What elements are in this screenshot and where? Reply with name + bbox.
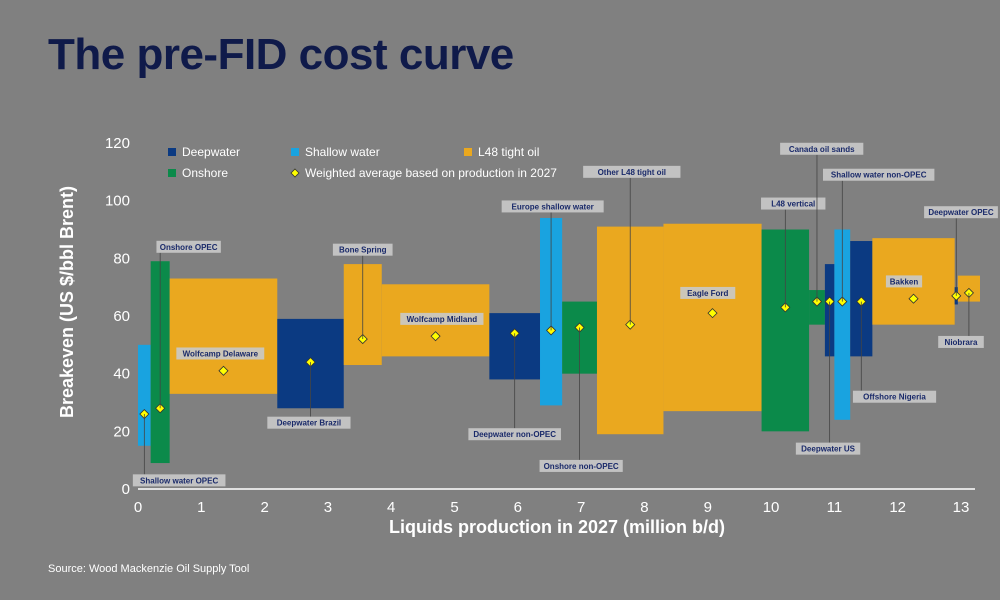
label-bg-deepwater-us (795, 442, 861, 455)
avg-marker-wolfcamp-midland (430, 331, 441, 342)
x-tick-label: 12 (889, 499, 906, 516)
label-bg-wolfcamp-delaware (176, 347, 265, 360)
x-axis-title: Liquids production in 2027 (million b/d) (389, 517, 725, 537)
y-tick-label: 40 (113, 366, 130, 383)
x-tick-label: 3 (324, 499, 332, 516)
legend: Deepwater Shallow water L48 tight oil Onsho… (168, 145, 557, 180)
x-tick-label: 13 (953, 499, 970, 516)
legend-label-deepwater: Deepwater (182, 145, 240, 159)
label-bg-deepwater-opec (924, 206, 998, 219)
legend-swatch-onshore (168, 169, 176, 177)
label-bg-bone-spring (332, 243, 393, 256)
x-tick-label: 6 (514, 499, 522, 516)
y-tick-label: 60 (113, 308, 130, 325)
y-tick-label: 20 (113, 423, 130, 440)
x-tick-label: 4 (387, 499, 395, 516)
label-bg-niobrara (938, 335, 984, 348)
label-bg-shallow-water-non-opec (823, 168, 935, 181)
box-canada-oil-sands (809, 290, 825, 325)
label-deepwater-non-opec: Deepwater non-OPEC (473, 430, 556, 439)
label-bg-other-l48-tight-oil (583, 165, 681, 178)
box-shallow-water-non-opec (834, 229, 851, 420)
legend-swatch-l48-tight-oil (464, 148, 472, 156)
y-tick-label: 120 (105, 135, 130, 152)
y-tick-label: 80 (113, 250, 130, 267)
legend-label-weighted-average-based-on-production-in-2027: Weighted average based on production in … (305, 166, 557, 180)
label-other-l48-tight-oil: Other L48 tight oil (598, 168, 666, 177)
label-bg-onshore-non-opec (539, 459, 623, 472)
segment-annotations: Shallow water OPEC Onshore OPEC Wolfcamp D… (132, 142, 998, 487)
x-tick-label: 10 (763, 499, 780, 516)
label-deepwater-brazil: Deepwater Brazil (277, 419, 341, 428)
label-europe-shallow-water: Europe shallow water (512, 202, 594, 211)
source-note: Source: Wood Mackenzie Oil Supply Tool (48, 563, 250, 575)
x-tick-label: 1 (197, 499, 205, 516)
legend-swatch-deepwater (168, 148, 176, 156)
label-deepwater-us: Deepwater US (801, 445, 855, 454)
avg-marker-eagle-ford (707, 308, 718, 319)
label-bone-spring: Bone Spring (339, 246, 387, 255)
label-bg-l48-vertical (761, 197, 826, 210)
label-bg-deepwater-non-opec (468, 428, 561, 441)
label-canada-oil-sands: Canada oil sands (789, 145, 855, 154)
label-eagle-ford: Eagle Ford (687, 289, 728, 298)
y-tick-label: 0 (122, 481, 130, 498)
label-bg-onshore-opec (156, 240, 221, 253)
legend-swatch-average (290, 168, 300, 178)
box-wolfcamp-delaware (169, 278, 278, 394)
avg-marker-bakken (908, 293, 919, 304)
label-bg-deepwater-brazil (267, 416, 351, 429)
label-wolfcamp-midland: Wolfcamp Midland (407, 315, 478, 324)
x-tick-label: 0 (134, 499, 142, 516)
x-tick-label: 11 (827, 499, 843, 516)
label-shallow-water-opec: Shallow water OPEC (140, 476, 218, 485)
legend-label-onshore: Onshore (182, 166, 228, 180)
label-shallow-water-non-opec: Shallow water non-OPEC (831, 171, 927, 180)
x-tick-label: 5 (450, 499, 458, 516)
label-bg-europe-shallow-water (501, 200, 604, 213)
box-shallow-water-opec (138, 344, 151, 446)
legend-label-shallow-water: Shallow water (305, 145, 380, 159)
label-onshore-non-opec: Onshore non-OPEC (544, 462, 619, 471)
label-niobrara: Niobrara (945, 338, 978, 347)
chart-title: The pre-FID cost curve (48, 30, 514, 79)
segment-boxes (138, 217, 980, 464)
label-l48-vertical: L48 vertical (771, 200, 815, 209)
label-bg-offshore-nigeria (852, 390, 937, 403)
label-bakken: Bakken (890, 277, 919, 286)
legend-label-l48-tight-oil: L48 tight oil (478, 145, 539, 159)
label-bg-shallow-water-opec (132, 474, 226, 487)
x-tick-label: 9 (704, 499, 712, 516)
label-deepwater-opec: Deepwater OPEC (928, 208, 994, 217)
label-bg-eagle-ford (680, 286, 736, 299)
legend-swatch-shallow-water (291, 148, 299, 156)
label-bg-canada-oil-sands (780, 142, 864, 155)
x-tick-label: 2 (260, 499, 268, 516)
label-onshore-opec: Onshore OPEC (160, 243, 218, 252)
x-tick-label: 7 (577, 499, 585, 516)
avg-marker-wolfcamp-delaware (218, 365, 229, 376)
label-bg-wolfcamp-midland (400, 312, 484, 325)
label-bg-bakken (885, 275, 923, 288)
y-axis-title: Breakeven (US $/bbl Brent) (57, 186, 77, 418)
label-wolfcamp-delaware: Wolfcamp Delaware (183, 349, 259, 358)
label-offshore-nigeria: Offshore Nigeria (863, 393, 926, 402)
y-tick-label: 100 (105, 193, 130, 210)
x-tick-label: 8 (640, 499, 648, 516)
